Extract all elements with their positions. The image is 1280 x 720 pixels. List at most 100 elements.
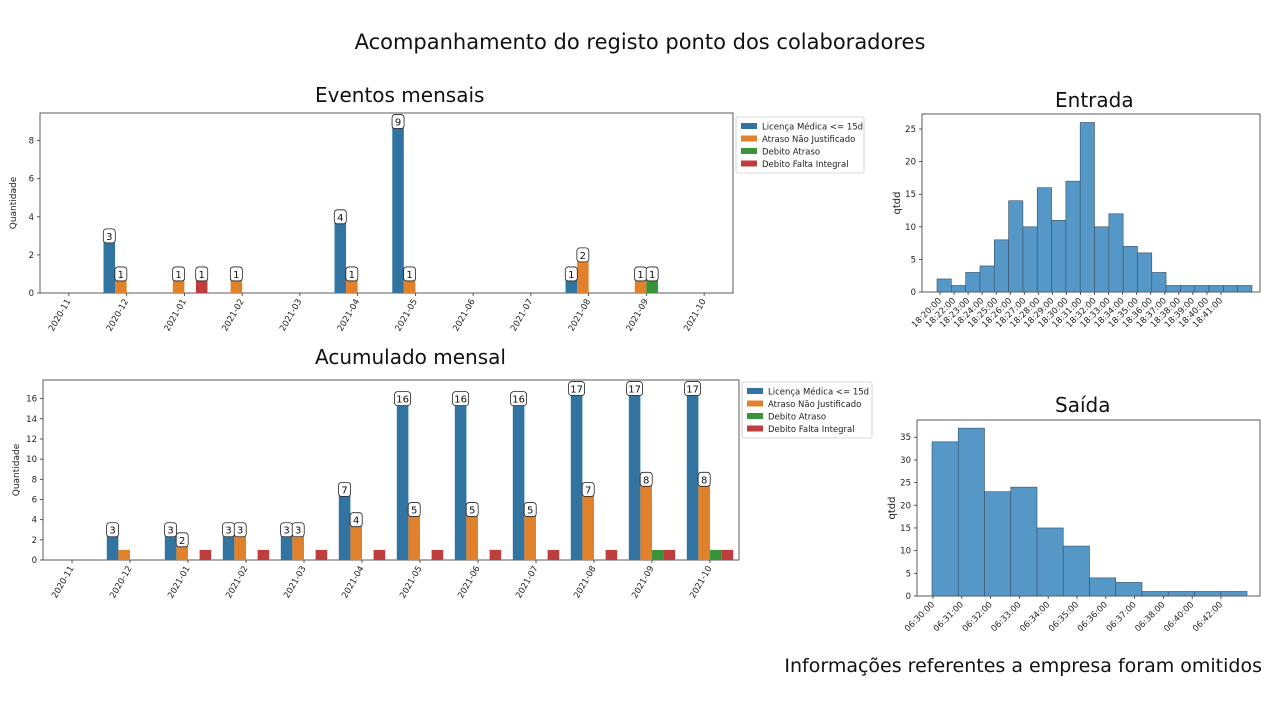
data-label-text: 3 [106, 232, 112, 243]
bar-acumulado-2021-06 [489, 549, 502, 560]
data-label-eventos: 1 [564, 266, 578, 282]
data-label-box [114, 266, 128, 282]
data-label-box [394, 391, 412, 407]
data-label-text: 3 [225, 526, 231, 537]
legend-swatch-acumulado [747, 400, 763, 407]
bar-eventos-2021-01 [195, 273, 208, 293]
y-tick-label-entrada: 10 [905, 223, 916, 233]
data-label-text: 17 [686, 385, 699, 396]
bar-acumulado-2021-10 [721, 549, 734, 560]
bar-acumulado-2021-09 [652, 549, 664, 560]
legend-label-eventos: Licença Médica <= 15d [762, 122, 863, 133]
bar-eventos-2021-04 [346, 273, 358, 293]
y-tick-label-entrada: 5 [911, 255, 916, 265]
data-label-box [576, 247, 590, 263]
bar-acumulado-2021-01 [199, 549, 212, 560]
bar-eventos-2020-12 [115, 273, 127, 293]
data-label-eventos: 9 [391, 114, 405, 129]
data-label-box [684, 381, 701, 396]
data-label-acumulado: 17 [626, 381, 643, 396]
legend-swatch-eventos [741, 160, 757, 167]
data-label-acumulado: 7 [581, 482, 595, 497]
hist-bar-entrada [1065, 180, 1081, 293]
hist-bar-saida [1194, 591, 1222, 597]
bar-acumulado-2021-09 [628, 388, 641, 560]
bar-eventos-2021-01 [172, 273, 185, 293]
bar-acumulado-2021-02 [222, 529, 235, 560]
hist-bar-entrada [1223, 285, 1238, 293]
y-tick-label-eventos: 0 [29, 289, 34, 299]
data-label-acumulado: 8 [697, 471, 711, 487]
data-label-acumulado: 8 [639, 471, 653, 487]
bar-eventos-2021-02 [230, 273, 243, 293]
data-label-eventos: 1 [229, 266, 243, 282]
legend-swatch-eventos [741, 123, 757, 129]
chart-title-saida: Saída [1055, 393, 1111, 417]
data-label-acumulado: 16 [452, 391, 470, 407]
x-tick-label-eventos: 2021-02 [220, 298, 246, 334]
y-tick-label-acumulado: 2 [32, 536, 37, 546]
bar-acumulado-2021-03 [315, 549, 328, 560]
x-tick-label-acumulado: 2021-02 [224, 565, 250, 601]
data-label-eventos: 1 [114, 266, 128, 282]
y-tick-label-acumulado: 12 [26, 435, 37, 445]
hist-bar-saida [931, 441, 959, 597]
hist-bar-saida [957, 427, 985, 597]
data-label-acumulado: 3 [233, 522, 247, 538]
bar-acumulado-2021-10 [710, 549, 722, 560]
x-tick-label-acumulado: 2021-08 [572, 565, 598, 601]
x-tick-label-saida: 06:36:00 [1076, 600, 1110, 634]
data-label-eventos: 1 [634, 266, 647, 282]
data-label-text: 16 [512, 395, 525, 406]
data-label-acumulado: 3 [222, 522, 236, 538]
bar-eventos-2021-09 [634, 273, 647, 293]
legend-acumulado [741, 381, 873, 439]
hist-bar-entrada [1022, 226, 1038, 293]
legend-label-eventos: Atraso Não Justificado [762, 135, 855, 145]
hist-bar-entrada [1122, 246, 1138, 293]
x-tick-label-acumulado: 2021-05 [398, 565, 424, 601]
x-tick-label-eventos: 2020-11 [47, 298, 73, 334]
x-tick-label-saida: 06:31:00 [932, 600, 966, 634]
data-label-box [233, 522, 247, 538]
hist-bar-saida [984, 491, 1012, 597]
plot-frame-acumulado [42, 379, 740, 561]
data-label-eventos: 1 [172, 266, 186, 282]
x-tick-label-acumulado: 2021-06 [456, 565, 482, 601]
bar-acumulado-2021-07 [547, 549, 560, 560]
data-label-box [391, 114, 405, 129]
data-label-text: 7 [341, 485, 347, 496]
plot-frame-eventos [39, 112, 734, 294]
data-label-box [697, 471, 711, 487]
data-label-box [291, 522, 305, 538]
hist-bar-entrada [1108, 213, 1124, 293]
data-label-acumulado: 3 [164, 522, 178, 538]
data-label-text: 5 [469, 506, 475, 517]
bar-eventos-2021-09 [646, 273, 658, 293]
y-tick-label-eventos: 4 [29, 213, 34, 223]
bar-acumulado-2021-05 [408, 509, 420, 560]
data-label-text: 8 [643, 475, 649, 486]
y-tick-label-acumulado: 0 [32, 556, 37, 566]
data-label-text: 3 [283, 526, 289, 537]
hist-bar-entrada [1094, 226, 1110, 293]
y-tick-label-acumulado: 10 [26, 455, 37, 465]
data-label-box [403, 266, 417, 282]
bar-acumulado-2021-02 [257, 549, 270, 560]
x-tick-label-saida: 06:42:00 [1191, 600, 1225, 634]
bar-acumulado-2021-08 [570, 388, 583, 560]
x-tick-label-saida: 06:40:00 [1162, 600, 1196, 634]
bar-acumulado-2021-09 [640, 479, 652, 560]
chart-title-entrada: Entrada [1055, 88, 1134, 112]
data-label-text: 16 [454, 395, 467, 406]
data-label-eventos: 1 [345, 266, 359, 282]
data-label-text: 5 [411, 506, 417, 517]
hist-bar-entrada [951, 285, 966, 293]
hist-bar-entrada [979, 265, 995, 293]
bar-acumulado-2021-05 [396, 398, 409, 560]
data-label-box [568, 381, 585, 396]
hist-bar-entrada [1237, 285, 1253, 293]
data-label-text: 2 [580, 251, 586, 262]
bar-acumulado-2021-09 [663, 549, 676, 560]
x-tick-label-acumulado: 2021-03 [282, 565, 308, 601]
